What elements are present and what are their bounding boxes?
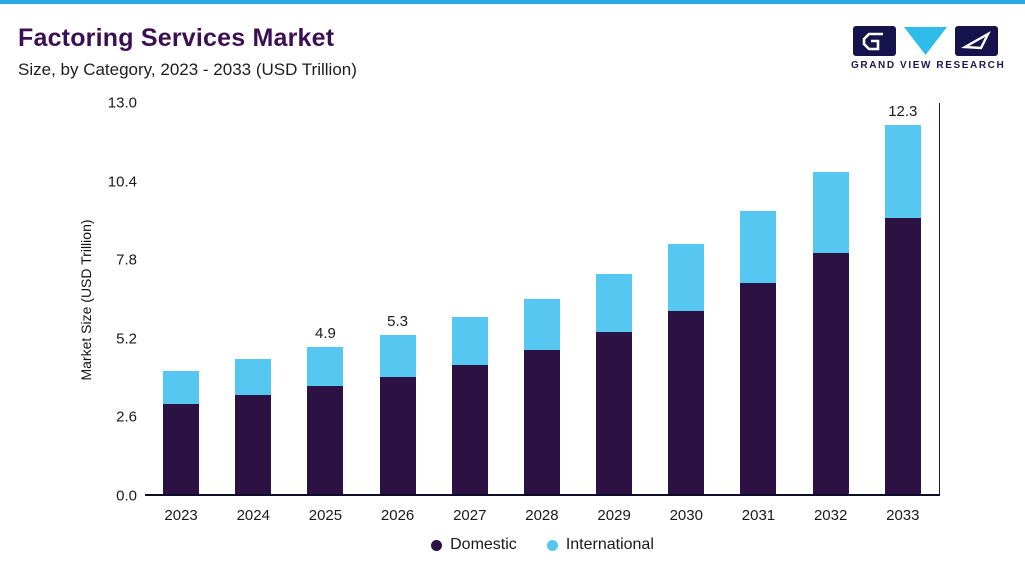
bar-2024: 2024: [235, 103, 272, 524]
x-axis-label: 2032: [813, 507, 848, 524]
legend-label: Domestic: [450, 536, 517, 553]
y-tick-label: 2.6: [116, 408, 137, 426]
x-axis-label: 2023: [164, 507, 198, 524]
bar-total-label: 12.3: [888, 103, 918, 120]
grand-view-research-logo-icon: [852, 26, 998, 56]
bar-segment-domestic-2024: [235, 394, 272, 494]
bar-total-label: 4.9: [314, 324, 336, 342]
bar-segment-domestic-2023: [163, 403, 200, 494]
y-tick-label: 0.0: [116, 487, 137, 505]
x-axis-label: 2029: [597, 507, 631, 524]
plot-area: 2023 2024 4.9 2025 5.3 2026 2027 2028 2029 2030 20…: [145, 103, 940, 524]
y-tick-label: 10.4: [107, 173, 137, 191]
bar-2031: 2031: [740, 103, 777, 524]
bar-segment-international-2027: [451, 316, 488, 365]
legend-swatch: [546, 539, 558, 551]
y-tick-label: 5.2: [116, 330, 137, 348]
bar-2025: 4.9 2025: [307, 103, 344, 524]
bar-total-label: 5.3: [387, 312, 409, 330]
bar-segment-international-2025: [307, 346, 344, 386]
legend-label: International: [565, 536, 654, 553]
grand-view-research-logo: GRAND VIEW RESEARCH: [851, 26, 1006, 71]
legend: Domestic International: [145, 536, 940, 554]
bar-segment-domestic-2025: [307, 385, 344, 494]
y-axis-ticks: 0.0 2.6 5.2 7.8 10.4 13.0: [95, 95, 137, 505]
bar-segment-international-2026: [379, 334, 416, 377]
legend-swatch: [431, 539, 443, 551]
bar-segment-international-2030: [668, 244, 705, 311]
bar-segment-domestic-2027: [451, 364, 488, 494]
bar-segment-domestic-2026: [379, 376, 416, 494]
bar-segment-domestic-2029: [596, 331, 633, 494]
legend-item-domestic: Domestic: [431, 536, 517, 554]
bar-segment-international-2023: [163, 370, 200, 404]
bar-segment-domestic-2031: [740, 283, 777, 494]
header: Factoring Services Market Size, by Categ…: [18, 24, 1007, 80]
x-axis-label: 2026: [380, 507, 415, 524]
bar-2028: 2028: [523, 103, 560, 524]
x-axis-label: 2031: [741, 507, 776, 524]
bar-segment-domestic-2028: [523, 349, 560, 494]
x-axis-label: 2027: [453, 507, 487, 524]
y-axis-title: Market Size (USD Trillion): [78, 219, 94, 381]
bar-segment-international-2031: [740, 211, 777, 284]
y-tick-label: 7.8: [116, 251, 137, 269]
x-axis-label: 2025: [308, 507, 343, 524]
bar-segment-international-2024: [235, 358, 272, 395]
bar-2026: 5.3 2026: [379, 103, 416, 524]
bar-segment-international-2033: [884, 125, 921, 218]
bar-segment-international-2028: [523, 298, 560, 350]
bar-2032: 2032: [812, 103, 849, 524]
bar-segment-international-2032: [812, 172, 849, 254]
bar-2030: 2030: [668, 103, 705, 524]
titles-block: Factoring Services Market Size, by Categ…: [18, 24, 1007, 80]
legend-item-international: International: [546, 536, 654, 554]
bar-2023: 2023: [163, 103, 200, 524]
bar-segment-domestic-2033: [884, 218, 921, 494]
bar-segment-domestic-2032: [812, 253, 849, 494]
bar-2029: 2029: [596, 103, 633, 524]
x-axis-label: 2028: [525, 507, 559, 524]
bar-segment-international-2029: [596, 274, 633, 332]
page-subtitle: Size, by Category, 2023 - 2033 (USD Tril…: [18, 60, 357, 79]
bar-2027: 2027: [451, 103, 488, 524]
x-axis-label: 2030: [669, 507, 703, 524]
page-title: Factoring Services Market: [18, 24, 335, 52]
x-axis-label: 2033: [886, 507, 920, 524]
bar-2033: 12.3 2033: [884, 103, 921, 524]
x-axis-label: 2024: [236, 507, 270, 524]
y-tick-label: 13.0: [107, 94, 137, 112]
top-accent-bar: [0, 0, 1025, 4]
bar-segment-domestic-2030: [668, 310, 705, 494]
logo-text: GRAND VIEW RESEARCH: [851, 60, 1006, 71]
